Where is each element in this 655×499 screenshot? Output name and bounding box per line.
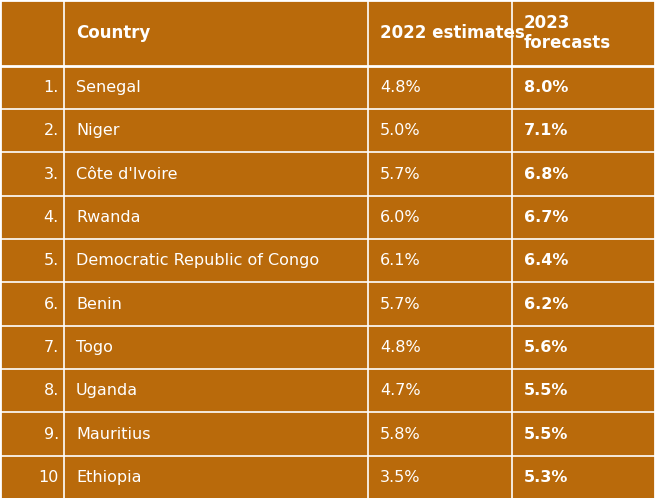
Text: 5.3%: 5.3%: [524, 470, 569, 485]
Text: 4.7%: 4.7%: [380, 383, 421, 398]
Text: 3.: 3.: [44, 167, 59, 182]
Text: 6.1%: 6.1%: [380, 253, 421, 268]
Text: Mauritius: Mauritius: [76, 427, 151, 442]
Text: Niger: Niger: [76, 123, 119, 138]
Text: 3.5%: 3.5%: [380, 470, 421, 485]
Text: 5.6%: 5.6%: [524, 340, 569, 355]
Text: 5.7%: 5.7%: [380, 167, 421, 182]
Text: 5.8%: 5.8%: [380, 427, 421, 442]
Text: 10: 10: [39, 470, 59, 485]
Text: Democratic Republic of Congo: Democratic Republic of Congo: [76, 253, 319, 268]
Text: 6.2%: 6.2%: [524, 296, 569, 311]
Text: 5.5%: 5.5%: [524, 383, 569, 398]
Text: Côte d'Ivoire: Côte d'Ivoire: [76, 167, 178, 182]
Text: 2023
forecasts: 2023 forecasts: [524, 13, 611, 52]
Text: 5.5%: 5.5%: [524, 427, 569, 442]
Text: 1.: 1.: [44, 80, 59, 95]
Text: Senegal: Senegal: [76, 80, 141, 95]
Text: 2022 estimates: 2022 estimates: [380, 24, 525, 42]
Text: 4.: 4.: [44, 210, 59, 225]
Text: 5.: 5.: [44, 253, 59, 268]
Text: Uganda: Uganda: [76, 383, 138, 398]
Text: 8.: 8.: [44, 383, 59, 398]
Text: 6.4%: 6.4%: [524, 253, 569, 268]
Text: Ethiopia: Ethiopia: [76, 470, 141, 485]
Text: 2.: 2.: [44, 123, 59, 138]
Text: 6.8%: 6.8%: [524, 167, 569, 182]
Text: 4.8%: 4.8%: [380, 340, 421, 355]
Text: 5.0%: 5.0%: [380, 123, 421, 138]
Text: 8.0%: 8.0%: [524, 80, 569, 95]
Text: 5.7%: 5.7%: [380, 296, 421, 311]
Text: 6.0%: 6.0%: [380, 210, 421, 225]
Text: 6.7%: 6.7%: [524, 210, 569, 225]
Text: Togo: Togo: [76, 340, 113, 355]
Text: 6.: 6.: [44, 296, 59, 311]
Text: 4.8%: 4.8%: [380, 80, 421, 95]
Text: Benin: Benin: [76, 296, 122, 311]
Text: 9.: 9.: [44, 427, 59, 442]
Text: Rwanda: Rwanda: [76, 210, 140, 225]
Text: 7.: 7.: [44, 340, 59, 355]
Text: Country: Country: [76, 24, 151, 42]
Text: 7.1%: 7.1%: [524, 123, 569, 138]
